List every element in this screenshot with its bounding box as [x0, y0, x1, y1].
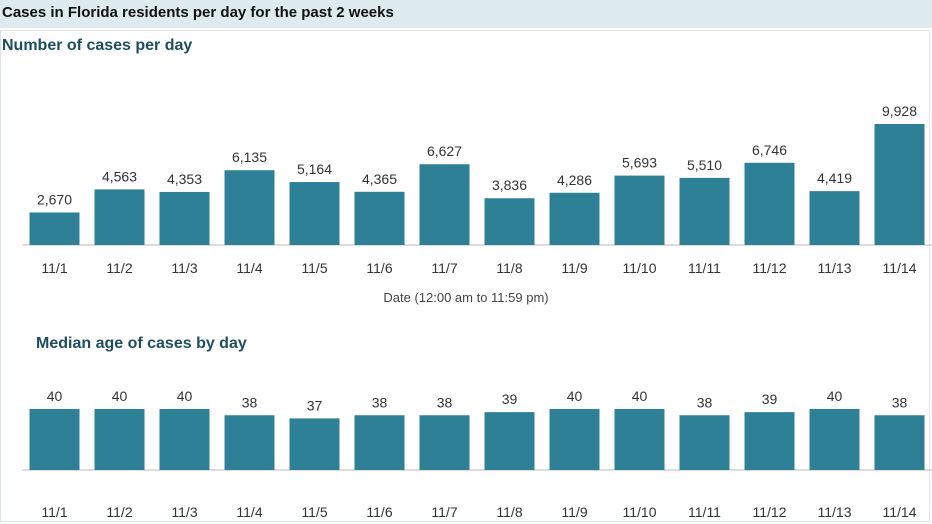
median-age-bar — [354, 415, 405, 470]
median-age-tick-label: 11/14 — [883, 504, 917, 520]
median-age-value-label: 38 — [697, 394, 713, 410]
median-age-bar — [159, 409, 210, 470]
title-banner: Cases in Florida residents per day for t… — [0, 0, 932, 28]
median-age-tick-label: 11/4 — [236, 504, 262, 520]
median-age-value-label: 40 — [177, 388, 193, 404]
cases-tick-label: 11/2 — [106, 260, 132, 276]
cases-value-label: 6,135 — [232, 149, 267, 165]
cases-bar — [224, 170, 275, 245]
cases-value-label: 6,627 — [427, 143, 462, 159]
cases-bar — [809, 191, 860, 245]
page-title: Cases in Florida residents per day for t… — [2, 4, 394, 21]
cases-tick-label: 11/11 — [688, 260, 721, 276]
median-age-value-label: 39 — [502, 391, 518, 407]
median-age-tick-label: 11/12 — [753, 504, 787, 520]
median-age-tick-label: 11/5 — [301, 504, 327, 520]
median-age-bar — [29, 409, 80, 470]
cases-bar — [744, 162, 795, 245]
cases-value-label: 5,510 — [687, 157, 722, 173]
median-age-bar — [224, 415, 275, 470]
chart-frame — [0, 30, 930, 522]
median-age-bar — [744, 412, 795, 470]
cases-bar — [94, 189, 145, 245]
median-age-bar — [94, 409, 145, 470]
cases-bar — [159, 191, 210, 245]
median-age-tick-label: 11/1 — [41, 504, 67, 520]
cases-tick-label: 11/13 — [818, 260, 852, 276]
median-age-bar — [614, 409, 665, 470]
cases-tick-label: 11/6 — [366, 260, 392, 276]
median-age-tick-label: 11/2 — [106, 504, 132, 520]
cases-tick-label: 11/4 — [236, 260, 262, 276]
cases-value-label: 4,563 — [102, 168, 137, 184]
cases-bar — [549, 192, 600, 245]
median-age-value-label: 40 — [567, 388, 583, 404]
cases-value-label: 2,670 — [37, 191, 72, 207]
cases-bar — [29, 212, 80, 245]
median-age-tick-label: 11/3 — [171, 504, 197, 520]
median-age-tick-label: 11/8 — [496, 504, 522, 520]
cases-bar — [419, 164, 470, 245]
cases-tick-label: 11/3 — [171, 260, 197, 276]
median-age-value-label: 40 — [112, 388, 128, 404]
cases-bar — [289, 182, 340, 245]
cases-chart-title: Number of cases per day — [2, 37, 193, 54]
cases-tick-label: 11/9 — [561, 260, 587, 276]
median-age-tick-label: 11/10 — [623, 504, 657, 520]
cases-tick-label: 11/10 — [623, 260, 657, 276]
median-age-chart-title: Median age of cases by day — [36, 335, 247, 352]
cases-tick-label: 11/12 — [753, 260, 787, 276]
median-age-value-label: 39 — [762, 391, 778, 407]
cases-value-label: 4,419 — [817, 170, 852, 186]
cases-value-label: 4,353 — [167, 171, 202, 187]
median-age-tick-label: 11/6 — [366, 504, 392, 520]
cases-value-label: 4,286 — [557, 172, 592, 188]
median-age-value-label: 38 — [372, 394, 388, 410]
median-age-value-label: 38 — [892, 394, 908, 410]
cases-value-label: 5,693 — [622, 155, 657, 171]
cases-value-label: 9,928 — [882, 103, 917, 119]
median-age-tick-label: 11/9 — [561, 504, 587, 520]
cases-bar — [354, 191, 405, 245]
median-age-tick-label: 11/13 — [818, 504, 852, 520]
cases-tick-label: 11/14 — [883, 260, 917, 276]
median-age-tick-label: 11/7 — [431, 504, 457, 520]
median-age-value-label: 40 — [827, 388, 843, 404]
cases-value-label: 6,746 — [752, 142, 787, 158]
cases-tick-label: 11/1 — [41, 260, 67, 276]
cases-value-label: 3,836 — [492, 177, 527, 193]
median-age-bar — [289, 418, 340, 470]
median-age-bar — [874, 415, 925, 470]
median-age-tick-label: 11/11 — [688, 504, 721, 520]
median-age-value-label: 38 — [437, 394, 453, 410]
cases-tick-label: 11/5 — [301, 260, 327, 276]
cases-bar — [679, 177, 730, 245]
cases-tick-label: 11/8 — [496, 260, 522, 276]
median-age-value-label: 40 — [47, 388, 63, 404]
median-age-bar — [809, 409, 860, 470]
cases-tick-label: 11/7 — [431, 260, 457, 276]
cases-bar — [874, 124, 925, 245]
median-age-bar — [484, 412, 535, 470]
median-age-value-label: 40 — [632, 388, 648, 404]
cases-x-axis-label: Date (12:00 am to 11:59 pm) — [383, 290, 549, 305]
cases-value-label: 4,365 — [362, 171, 397, 187]
median-age-bar — [549, 409, 600, 470]
cases-value-label: 5,164 — [297, 161, 332, 177]
cases-bar — [484, 198, 535, 245]
median-age-value-label: 38 — [242, 394, 258, 410]
median-age-value-label: 37 — [307, 397, 323, 413]
median-age-bar — [419, 415, 470, 470]
median-age-bar — [679, 415, 730, 470]
cases-bar — [614, 175, 665, 245]
